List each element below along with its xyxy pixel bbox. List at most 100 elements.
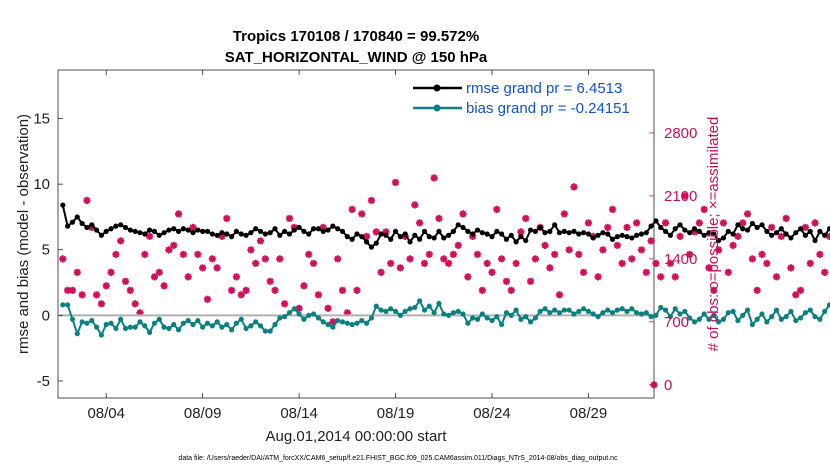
rmse-point [687,230,693,236]
rmse-point [619,232,625,238]
rmse-point [277,232,283,238]
rmse-point [614,234,620,240]
obs-marker [782,214,790,222]
obs-marker [787,264,795,272]
bias-point [122,325,129,332]
obs-marker [541,241,549,249]
obs-marker [285,214,294,222]
rmse-point [499,231,505,237]
x-axis-label: Aug.01,2014 00:00:00 start [266,428,448,445]
rmse-point [682,227,688,233]
bias-point [585,308,592,315]
bias-point [749,321,755,328]
obs-marker [252,259,260,267]
bias-point [378,307,384,313]
bias-point [200,324,206,330]
rmse-point [310,226,317,232]
obs-marker [758,250,766,258]
rmse-point [552,222,558,228]
y-tick-label: 5 [42,242,50,259]
y-right-tick-label: 2800 [664,125,697,142]
bias-point [474,316,481,322]
rmse-point [200,228,206,234]
obs-marker [97,300,105,308]
rmse-point [720,235,727,241]
bias-point [720,316,727,322]
bias-point [417,298,423,304]
obs-marker [199,264,207,272]
bias-point [325,321,331,328]
obs-marker [131,300,139,308]
bias-point [383,308,389,315]
obs-marker [633,219,641,227]
bias-point [147,329,153,335]
bias-point [532,315,538,321]
rmse-point [296,224,302,231]
rmse-point [773,230,780,236]
rmse-point [648,223,654,229]
obs-marker [575,250,583,258]
bias-point [98,332,104,338]
bias-point [364,320,370,326]
rmse-point [585,231,592,237]
bias-point [436,300,442,307]
bias-point [185,317,191,324]
bias-point [764,319,770,325]
bias-point [788,308,794,315]
bias-point [330,324,336,330]
obs-marker [334,255,342,263]
bias-point [576,308,582,315]
bias-point [195,317,201,324]
obs-marker [763,259,771,267]
rmse-point [209,231,215,237]
obs-marker [686,250,694,258]
bias-point [282,314,288,320]
rmse-point [489,234,495,240]
obs-marker [618,259,626,267]
obs-marker [73,268,81,276]
rmse-point [629,235,635,241]
bias-point [132,324,138,330]
rmse-point [392,228,399,234]
obs-marker [281,300,289,308]
rmse-point [175,228,182,234]
rmse-point [142,231,148,237]
obs-marker [377,268,385,276]
bias-point [118,316,124,322]
obs-marker [546,264,554,272]
bias-point [359,317,365,324]
rmse-point [397,234,403,240]
bias-point [214,319,220,325]
rmse-point [605,231,611,237]
rmse-point [349,236,355,242]
obs-marker [449,250,458,258]
bias-point [306,312,312,318]
bias-point [518,316,524,322]
rmse-point [335,226,341,232]
rmse-point [161,230,167,236]
bias-point [171,321,177,328]
obs-marker [661,219,670,227]
bias-point [658,304,664,311]
rmse-point [412,232,418,238]
obs-marker [604,223,612,231]
obs-marker [628,255,636,263]
bias-point [315,315,321,321]
rmse-point [378,231,384,237]
rmse-point [282,228,288,234]
rmse-point [479,230,485,236]
x-tick-label: 08/29 [570,405,608,422]
rmse-point [402,231,408,237]
bias-point [600,310,606,316]
obs-marker [792,291,800,299]
bias-point [706,316,712,322]
rmse-point [243,232,249,238]
rmse-point [113,223,119,229]
bias-point [455,308,461,315]
obs-marker [309,259,318,267]
bias-point [354,320,360,326]
rmse-point [137,230,143,236]
rmse-point [691,226,698,232]
obs-marker [271,286,279,294]
bias-point [711,312,717,318]
